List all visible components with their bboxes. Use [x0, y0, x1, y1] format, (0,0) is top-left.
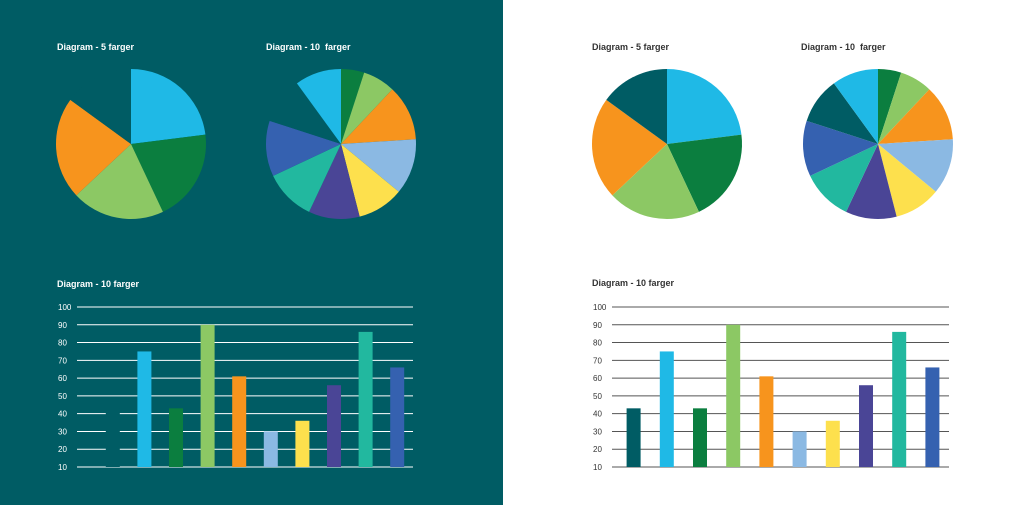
bar-dark-tick-label-8: 80 — [58, 339, 67, 348]
pie10-dark-slice-9 — [269, 83, 341, 144]
pie10-light-slice-5 — [878, 144, 936, 217]
pie5-dark-slice-1 — [131, 69, 206, 144]
bar-dark-bar-7 — [295, 420, 310, 467]
bar-light-tick-label-9: 90 — [593, 321, 602, 330]
bar-light-tick-label-1: 10 — [593, 463, 602, 472]
bar-light-bar-10 — [925, 367, 940, 467]
bar-dark-bar-6 — [263, 431, 278, 467]
bar-dark-bar-10 — [390, 367, 405, 467]
bar-light-bar-9 — [892, 331, 907, 467]
pie10-dark-slice-5 — [341, 144, 399, 217]
bar-light-tick-label-10: 100 — [593, 303, 607, 312]
bar-light-title: Diagram - 10 farger — [592, 278, 675, 288]
pie5-dark-title: Diagram - 5 farger — [57, 42, 135, 52]
bar-dark-bar-2 — [137, 351, 152, 467]
pie10-light-slice-3 — [878, 89, 953, 144]
pie5-light-slice-1 — [667, 69, 742, 144]
pie5-dark-slice-5 — [70, 69, 131, 144]
bar-dark-title: Diagram - 10 farger — [57, 279, 140, 289]
bar-light-bar-6 — [792, 431, 807, 467]
bar-dark-bar-9 — [358, 331, 373, 467]
bar-light-tick-label-4: 40 — [593, 410, 602, 419]
pie5-light-slice-3 — [612, 144, 699, 219]
pie10-light-slice-8 — [803, 120, 878, 176]
bar-dark-bar-1 — [105, 408, 120, 467]
bar-dark-tick-label-9: 90 — [58, 321, 67, 330]
bar-dark-tick-label-3: 30 — [58, 427, 67, 436]
pie10-light-slice-7 — [810, 144, 878, 212]
pie10-dark-slice-7 — [273, 144, 341, 212]
bar-light-tick-label-8: 80 — [593, 339, 602, 348]
pie10-light-slice-4 — [878, 139, 953, 192]
bar-dark-bar-4 — [200, 324, 215, 467]
pie10-dark-slice-8 — [266, 120, 341, 176]
bar-light-bar-1 — [626, 408, 641, 467]
pie10-dark-slice-1 — [341, 69, 365, 144]
pie10-dark-slice-4 — [341, 139, 416, 192]
pie10-dark-title: Diagram - 10 farger — [266, 42, 351, 52]
bar-dark-tick-label-2: 20 — [58, 445, 67, 454]
pie10-light-slice-1 — [878, 69, 902, 144]
pie5-dark-slice-3 — [76, 144, 163, 220]
pie10-light-slice-6 — [846, 144, 897, 219]
pie5-light-slice-5 — [606, 69, 667, 144]
pie10-dark-slice-2 — [341, 72, 393, 144]
bar-dark-tick-label-4: 40 — [58, 410, 67, 419]
pie5-dark-slice-2 — [131, 134, 206, 212]
pie5-dark-slice-4 — [55, 99, 131, 196]
dark-panel: Diagram - 5 farger Diagram - 10 farger D… — [0, 0, 503, 505]
bar-light-tick-label-7: 70 — [593, 356, 602, 365]
bar-dark-tick-label-5: 50 — [58, 392, 67, 401]
bar-light-tick-label-2: 20 — [593, 445, 602, 454]
pie5-light-slice-4 — [592, 99, 667, 196]
bar-dark-tick-label-10: 100 — [58, 303, 72, 312]
bar-dark-tick-label-7: 70 — [58, 356, 67, 365]
bar-light-tick-label-3: 30 — [593, 427, 602, 436]
light-charts-canvas: 10 20 30 40 50 60 70 80 90 100 — [592, 69, 953, 472]
bar-light-bar-7 — [825, 420, 840, 467]
pie5-light-slice-2 — [667, 134, 742, 212]
bar-light-tick-label-5: 50 — [593, 392, 602, 401]
pie10-light-slice-10 — [833, 69, 878, 144]
dark-charts-canvas: 10 20 30 40 50 60 70 80 90 100 — [55, 69, 416, 472]
pie5-light-title: Diagram - 5 farger — [592, 42, 670, 52]
pie10-light-slice-9 — [806, 83, 878, 144]
bar-dark-bar-8 — [327, 385, 341, 467]
bar-dark-bar-3 — [169, 408, 183, 467]
bar-light-bar-4 — [726, 324, 741, 467]
bar-light-tick-label-6: 60 — [593, 374, 602, 383]
pie10-dark-slice-3 — [341, 89, 416, 144]
bar-light-bar-2 — [659, 351, 674, 467]
light-panel: Diagram - 5 farger Diagram - 10 farger D… — [503, 0, 1024, 505]
pie10-light-slice-2 — [878, 72, 930, 144]
pie10-dark-slice-6 — [309, 144, 360, 219]
pie10-dark-slice-10 — [296, 69, 341, 144]
bar-light-bar-5 — [759, 376, 774, 467]
bar-light-bar-3 — [693, 408, 707, 467]
bar-light-bar-8 — [859, 385, 873, 467]
bar-dark-tick-label-1: 10 — [58, 463, 67, 472]
pie10-light-title: Diagram - 10 farger — [801, 42, 886, 52]
bar-dark-bar-5 — [232, 376, 247, 467]
bar-dark-tick-label-6: 60 — [58, 374, 67, 383]
